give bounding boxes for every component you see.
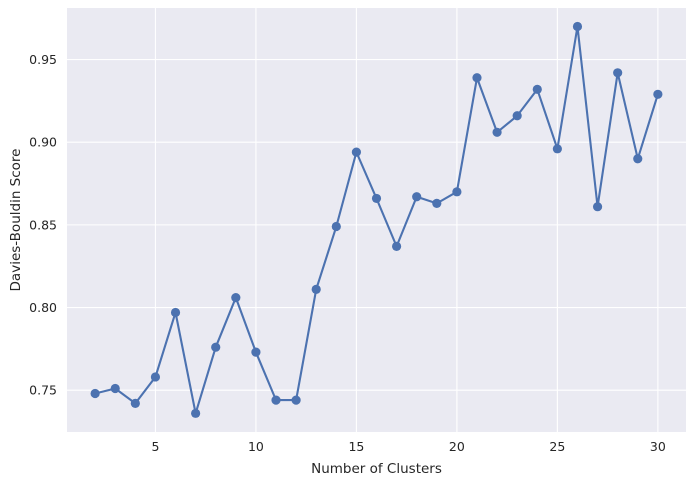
x-tick-label: 5 <box>151 439 159 454</box>
y-tick-labels: 0.75 0.80 0.85 0.90 0.95 <box>29 52 57 398</box>
data-point <box>432 198 442 208</box>
data-point <box>552 144 562 154</box>
data-point <box>211 342 221 352</box>
data-point <box>653 89 663 99</box>
data-point <box>110 383 120 394</box>
x-tick-label: 20 <box>449 439 465 454</box>
y-tick-label: 0.80 <box>29 300 57 315</box>
data-point <box>291 395 301 405</box>
data-point <box>251 347 261 357</box>
data-point <box>150 372 161 382</box>
data-point <box>90 388 100 399</box>
data-point <box>633 154 643 164</box>
y-tick-label: 0.75 <box>29 383 57 398</box>
series-layer <box>90 21 663 418</box>
data-point <box>532 84 542 94</box>
data-point <box>512 111 522 121</box>
data-point <box>271 395 281 405</box>
x-tick-labels: 5 10 15 20 25 30 <box>151 439 665 454</box>
data-point <box>130 398 140 409</box>
data-point <box>331 221 341 232</box>
data-point <box>351 147 362 157</box>
x-tick-label: 10 <box>248 439 264 454</box>
data-point <box>391 241 402 251</box>
data-point <box>452 187 462 197</box>
grid <box>67 8 686 432</box>
data-point <box>472 73 482 83</box>
x-tick-label: 15 <box>348 439 364 454</box>
data-point <box>170 307 181 318</box>
data-point <box>231 293 241 303</box>
data-point <box>311 284 321 294</box>
x-axis-label: Number of Clusters <box>311 461 442 477</box>
data-point <box>492 127 502 137</box>
y-tick-label: 0.90 <box>29 135 57 150</box>
y-tick-label: 0.85 <box>29 217 57 232</box>
data-point <box>412 192 422 202</box>
data-point <box>191 408 201 418</box>
x-tick-label: 30 <box>650 439 666 454</box>
x-tick-label: 25 <box>549 439 565 454</box>
data-point <box>371 193 382 204</box>
data-point <box>613 68 623 78</box>
data-point <box>572 21 583 32</box>
y-axis-label: Davies-Bouldin Score <box>8 149 24 292</box>
y-tick-label: 0.95 <box>29 52 57 67</box>
data-point <box>592 202 603 212</box>
plot-area <box>67 8 686 432</box>
